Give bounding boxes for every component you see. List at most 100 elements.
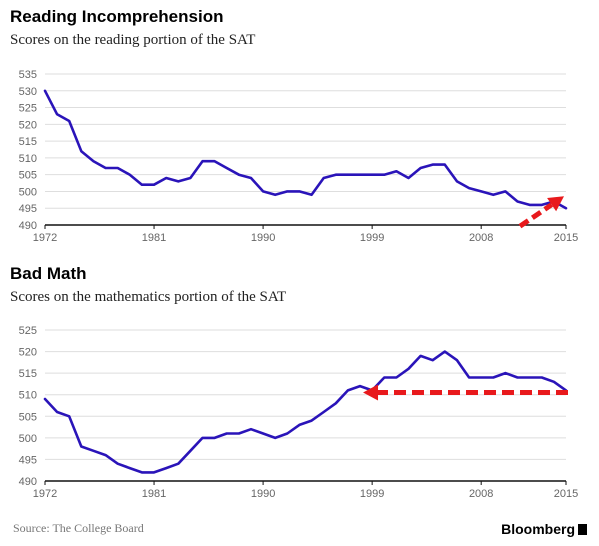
- data-point: [347, 389, 349, 392]
- chart2-title: Bad Math: [10, 264, 87, 283]
- x-tick-label: 1999: [360, 232, 384, 244]
- data-point: [104, 167, 107, 169]
- data-point: [116, 462, 119, 465]
- y-tick-label: 490: [19, 476, 37, 488]
- data-point: [56, 113, 58, 116]
- data-point: [129, 467, 131, 469]
- data-point: [553, 380, 555, 383]
- data-point: [407, 177, 410, 179]
- y-tick-label: 515: [19, 136, 37, 148]
- y-tick-label: 525: [19, 103, 37, 115]
- data-point: [298, 190, 301, 193]
- data-point: [359, 173, 361, 176]
- x-tick-label: 2015: [554, 232, 578, 244]
- score-line: [43, 350, 568, 474]
- y-tick-label: 515: [19, 368, 37, 380]
- data-point: [250, 428, 252, 431]
- data-point: [492, 194, 495, 196]
- decline-arrow-shaft: [518, 202, 554, 229]
- data-point: [431, 359, 434, 362]
- chart2-subtitle: Scores on the mathematics portion of the…: [10, 289, 287, 305]
- data-point: [468, 376, 470, 379]
- data-point: [347, 173, 349, 176]
- data-point: [141, 183, 143, 186]
- data-point: [141, 471, 143, 474]
- brand-name: Bloomberg: [501, 521, 575, 537]
- data-point: [468, 187, 470, 189]
- data-point: [153, 471, 155, 474]
- data-point: [516, 376, 519, 379]
- y-tick-label: 510: [19, 390, 37, 402]
- data-point: [177, 462, 180, 465]
- data-point: [504, 372, 507, 374]
- data-point: [334, 402, 337, 405]
- data-point: [129, 173, 131, 176]
- decline-arrow-head: [547, 196, 564, 212]
- y-tick-label: 535: [19, 69, 37, 81]
- score-line: [43, 89, 568, 210]
- x-tick-label: 2015: [554, 488, 578, 500]
- data-point: [68, 415, 71, 418]
- data-point: [44, 398, 46, 400]
- data-point: [165, 467, 167, 469]
- data-point: [334, 173, 337, 176]
- data-point: [225, 432, 228, 435]
- data-point: [262, 432, 264, 435]
- y-tick-label: 520: [19, 347, 37, 359]
- data-point: [274, 194, 277, 196]
- data-point: [189, 177, 192, 179]
- data-point: [359, 385, 361, 387]
- source-note: Source: The College Board: [13, 521, 144, 535]
- data-point: [177, 180, 180, 183]
- x-tick-label: 1999: [360, 488, 384, 500]
- data-point: [528, 204, 531, 206]
- x-tick-label: 1990: [251, 232, 275, 244]
- data-point: [419, 355, 422, 357]
- data-point: [104, 454, 107, 456]
- data-point: [371, 173, 373, 176]
- y-tick-label: 500: [19, 433, 37, 445]
- data-point: [201, 437, 204, 439]
- y-tick-label: 525: [19, 325, 37, 337]
- data-point: [274, 437, 277, 439]
- math-chart: 490 495 500 505 510 515 520 525 1972 1981 1990 1999…: [19, 325, 579, 500]
- data-point: [213, 160, 216, 163]
- reading-chart: 490 495 500 505 510 515 520 525 530 535 1972 1981 19…: [19, 69, 579, 244]
- data-point: [516, 200, 519, 203]
- data-point: [153, 183, 155, 186]
- data-point: [213, 437, 216, 439]
- x-tick-label: 1972: [33, 488, 57, 500]
- chart1-subtitle: Scores on the reading portion of the SAT: [10, 32, 256, 48]
- data-point: [480, 376, 482, 379]
- data-point: [444, 350, 446, 353]
- x-tick-label: 1972: [33, 232, 57, 244]
- data-point: [44, 89, 46, 92]
- y-tick-label: 495: [19, 454, 37, 466]
- x-tick-label: 2008: [469, 488, 493, 500]
- data-point: [383, 173, 386, 176]
- data-point: [395, 170, 398, 173]
- data-point: [540, 376, 543, 379]
- data-point: [565, 207, 567, 210]
- data-point: [504, 190, 507, 193]
- data-point: [92, 160, 95, 163]
- data-point: [431, 163, 434, 166]
- data-point: [492, 376, 495, 379]
- data-point: [238, 173, 240, 176]
- data-point: [528, 376, 531, 379]
- data-point: [238, 432, 240, 435]
- data-point: [80, 150, 83, 152]
- data-point: [322, 411, 325, 413]
- data-point: [456, 359, 458, 362]
- data-point: [92, 450, 95, 452]
- data-point: [80, 445, 83, 448]
- data-point: [540, 204, 543, 206]
- data-point: [56, 411, 58, 413]
- data-point: [322, 177, 325, 179]
- data-point: [189, 450, 192, 452]
- x-tick-label: 1981: [142, 488, 166, 500]
- y-tick-label: 505: [19, 170, 37, 182]
- data-point: [480, 190, 482, 193]
- y-tick-label: 490: [19, 220, 37, 232]
